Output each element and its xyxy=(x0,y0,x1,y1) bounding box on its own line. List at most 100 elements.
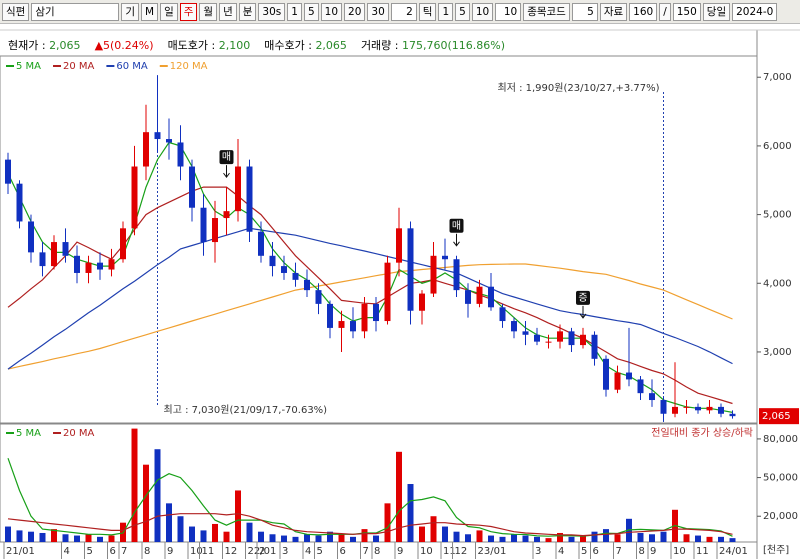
toolbar-item[interactable]: 기 xyxy=(121,2,139,21)
toolbar-item[interactable]: 식편 xyxy=(2,2,30,21)
y-tick-label: 80,000 xyxy=(763,434,798,445)
toolbar-item[interactable]: 종목코드 xyxy=(523,2,570,21)
candle-body xyxy=(5,159,11,184)
toolbar-item[interactable]: 2024-0 xyxy=(732,2,778,21)
toolbar-item[interactable]: 10 xyxy=(495,2,522,21)
x-tick-label: 6 xyxy=(340,546,346,557)
candle-body xyxy=(384,262,391,322)
volume-bar xyxy=(534,536,540,542)
volume-bar xyxy=(85,534,92,542)
volume-bar xyxy=(28,531,34,542)
toolbar-item[interactable]: 분 xyxy=(238,2,257,21)
toolbar-item[interactable]: 10 xyxy=(320,2,343,21)
volume-bar xyxy=(166,503,172,542)
toolbar-item[interactable]: 주 xyxy=(179,2,198,21)
toolbar-item[interactable]: 틱 xyxy=(418,2,437,21)
ma-line xyxy=(7,141,733,413)
candle-body xyxy=(407,228,414,311)
volume-bar xyxy=(545,538,552,542)
signal-box xyxy=(449,218,464,233)
current-price-box xyxy=(759,408,799,425)
toolbar-item[interactable]: 2 xyxy=(390,2,417,21)
x-tick-label: 4 xyxy=(558,546,564,557)
toolbar-item[interactable]: 일 xyxy=(160,2,178,21)
x-tick-label: 9 xyxy=(650,546,656,557)
volume-pane xyxy=(0,423,758,543)
x-tick-label: 9 xyxy=(167,546,173,557)
candle-body xyxy=(16,183,23,222)
toolbar-item[interactable]: 30s xyxy=(258,2,286,21)
toolbar-item[interactable]: 10 xyxy=(471,2,494,21)
toolbar-item[interactable]: / xyxy=(659,2,671,21)
candle-body xyxy=(488,286,494,308)
volume-bar xyxy=(591,531,598,542)
candle-body xyxy=(683,406,690,408)
candle-body xyxy=(200,207,207,243)
toolbar-item[interactable]: 30 xyxy=(367,2,389,21)
info-label: 거래량 : xyxy=(360,39,399,52)
toolbar-item[interactable]: 5 xyxy=(303,2,319,21)
volume-bar xyxy=(522,535,529,542)
x-tick-label: 7 xyxy=(616,546,622,557)
volume-bar xyxy=(706,536,713,542)
candle-body xyxy=(269,255,276,267)
price-pane xyxy=(0,55,758,424)
volume-bar xyxy=(74,535,80,542)
signal-marker: 증 xyxy=(578,292,587,304)
volume-bar xyxy=(315,535,322,542)
volume-bar xyxy=(200,530,207,542)
candle-body xyxy=(522,331,529,335)
toolbar-item[interactable]: 년 xyxy=(219,2,237,21)
info-label: 현재가 : xyxy=(8,39,46,52)
candle-body xyxy=(292,272,299,280)
volume-bar xyxy=(637,532,644,542)
volume-bar xyxy=(683,534,690,542)
toolbar-item[interactable]: 삼기 xyxy=(31,2,120,21)
toolbar-item[interactable]: 1 xyxy=(287,2,302,21)
x-tick-label: 23/01 xyxy=(478,546,507,557)
volume-bar xyxy=(269,534,276,542)
y-tick-label: 7,000 xyxy=(763,72,792,83)
volume-bar xyxy=(5,526,11,542)
volume-bar xyxy=(396,451,402,542)
candle-body xyxy=(223,211,230,219)
volume-bar xyxy=(557,532,563,542)
toolbar-item[interactable]: 당일 xyxy=(702,2,731,21)
info-label: 매도호가 : xyxy=(167,39,216,52)
candle-body xyxy=(373,303,379,322)
volume-bar xyxy=(223,531,230,542)
volume-bar xyxy=(465,534,471,542)
toolbar-item[interactable]: 160 xyxy=(629,2,658,21)
toolbar-item[interactable]: 5 xyxy=(571,2,598,21)
candle-body xyxy=(39,252,46,267)
x-tick-label: 11 xyxy=(202,546,215,557)
x-tick-label: 8 xyxy=(639,546,645,557)
candle-body xyxy=(568,331,575,346)
toolbar-item[interactable]: 1 xyxy=(438,2,454,21)
signal-arrow xyxy=(223,165,230,178)
x-tick-label: 5 xyxy=(87,546,93,557)
volume-bar xyxy=(327,531,333,542)
volume-bar xyxy=(373,535,379,542)
volume-bar xyxy=(39,532,46,542)
toolbar-item[interactable]: 월 xyxy=(199,2,218,21)
toolbar-item[interactable]: 20 xyxy=(344,2,366,21)
volume-bar xyxy=(361,529,368,542)
x-tick-label: 4 xyxy=(64,546,70,557)
candle-body xyxy=(453,259,460,291)
toolbar-item[interactable]: 150 xyxy=(672,2,701,21)
toolbar-item[interactable]: 5 xyxy=(455,2,470,21)
candle-body xyxy=(74,255,80,273)
y-tick-label: 3,000 xyxy=(763,347,792,358)
toolbar-item[interactable]: 자료 xyxy=(599,2,628,21)
legend-label: 5 MA xyxy=(16,428,41,439)
toolbar-item[interactable]: M xyxy=(141,2,159,21)
info-value: 175,760(116.86%) xyxy=(402,39,506,52)
candle-body xyxy=(315,290,322,304)
volume-bar xyxy=(442,526,448,542)
y-tick-label: 6,000 xyxy=(763,141,792,152)
volume-ma-line xyxy=(7,513,733,537)
info-item: 거래량 : 175,760(116.86%) xyxy=(361,37,505,53)
